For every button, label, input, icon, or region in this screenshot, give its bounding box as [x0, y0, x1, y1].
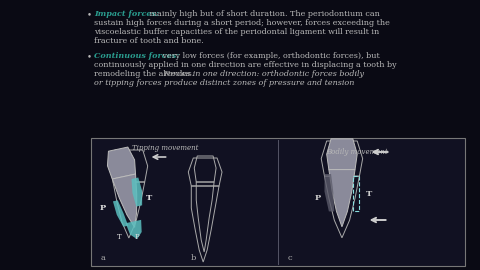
Polygon shape [126, 220, 142, 239]
Text: P: P [134, 233, 139, 241]
Text: remodeling the alveolus.: remodeling the alveolus. [94, 70, 197, 78]
Text: very low forces (for example, orthodontic forces), but: very low forces (for example, orthodonti… [159, 52, 379, 60]
Text: mainly high but of short duration. The periodontium can: mainly high but of short duration. The p… [147, 10, 380, 18]
Polygon shape [327, 139, 357, 170]
Text: Bodily movement: Bodily movement [326, 148, 388, 156]
Text: viscoelastic buffer capacities of the periodontal ligament will result in: viscoelastic buffer capacities of the pe… [94, 28, 379, 36]
Text: Impact forces:: Impact forces: [94, 10, 159, 18]
Text: continuously applied in one direction are effective in displacing a tooth by: continuously applied in one direction ar… [94, 61, 397, 69]
Text: •: • [87, 52, 92, 61]
Text: or tipping forces produce distinct zones of pressure and tension: or tipping forces produce distinct zones… [94, 79, 355, 87]
Polygon shape [324, 174, 334, 211]
Text: T: T [117, 233, 121, 241]
Text: T: T [366, 190, 372, 198]
Polygon shape [112, 174, 137, 227]
Text: P: P [100, 204, 106, 212]
Text: sustain high forces during a short period; however, forces exceeding the: sustain high forces during a short perio… [94, 19, 390, 27]
Polygon shape [132, 178, 142, 207]
Text: Forces in one direction: orthodontic forces bodily: Forces in one direction: orthodontic for… [164, 70, 364, 78]
Text: a: a [101, 254, 106, 262]
Polygon shape [329, 170, 355, 227]
Text: Tipping movement: Tipping movement [132, 144, 199, 152]
Polygon shape [113, 200, 128, 227]
Text: Continuous forces:: Continuous forces: [94, 52, 180, 60]
Text: fracture of tooth and bone.: fracture of tooth and bone. [94, 37, 204, 45]
Text: T: T [145, 194, 152, 202]
Polygon shape [108, 147, 135, 179]
Text: b: b [190, 254, 196, 262]
Bar [91, 138, 465, 266]
Text: P: P [314, 194, 321, 202]
Text: •: • [87, 10, 92, 19]
Text: c: c [288, 254, 292, 262]
